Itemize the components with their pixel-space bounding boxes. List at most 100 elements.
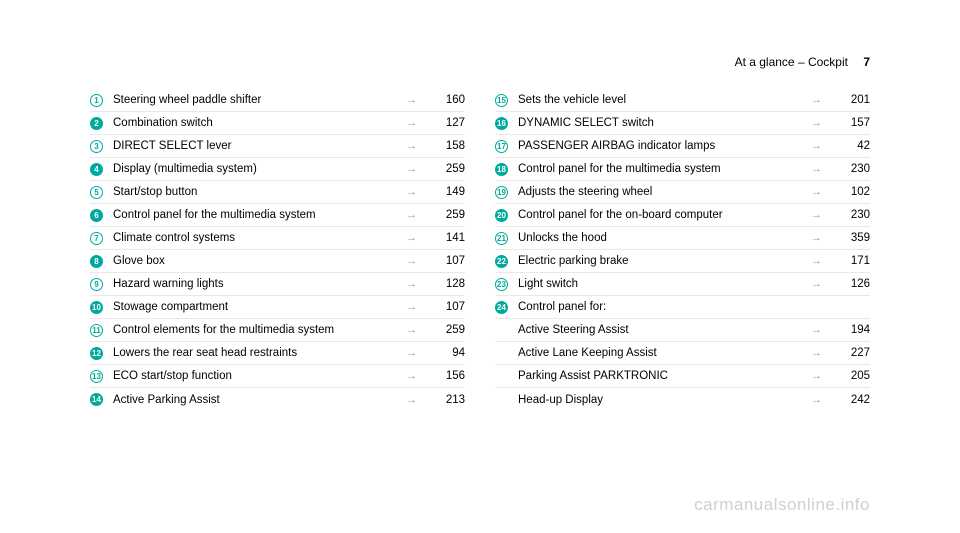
right-column: 15Sets the vehicle level→20116DYNAMIC SE… <box>495 89 870 411</box>
page-reference: 149 <box>435 186 465 198</box>
left-column: 1Steering wheel paddle shifter→1602Combi… <box>90 89 465 411</box>
index-row: 22Electric parking brake→171 <box>495 250 870 273</box>
arrow-icon: → <box>811 370 822 382</box>
index-row: 23Light switch→126 <box>495 273 870 296</box>
index-row: 15 Sets the vehicle level → 201 <box>495 89 870 112</box>
index-label: Glove box <box>113 255 398 267</box>
page-reference: 127 <box>435 117 465 129</box>
page-number: 7 <box>863 55 870 69</box>
page-reference: 102 <box>840 186 870 198</box>
index-row: 2Combination switch→127 <box>90 112 465 135</box>
index-bullet: 5 <box>90 186 103 199</box>
index-row: 6 Control panel for the multimedia system… <box>90 204 465 227</box>
arrow-icon: → <box>811 278 822 290</box>
index-row: 19Adjusts the steering wheel→102 <box>495 181 870 204</box>
arrow-icon: → <box>406 370 417 382</box>
arrow-icon: → <box>406 255 417 267</box>
index-label: Control panel for: <box>518 301 803 313</box>
index-bullet: 8 <box>90 255 103 268</box>
arrow-icon: → <box>406 163 417 175</box>
index-label: Parking Assist PARKTRONIC <box>518 370 803 382</box>
page-reference: 94 <box>435 347 465 359</box>
index-bullet: 15 <box>495 94 508 107</box>
index-row: 3DIRECT SELECT lever→158 <box>90 135 465 158</box>
page-container: At a glance – Cockpit 7 1Steering wheel … <box>0 0 960 533</box>
arrow-icon: → <box>811 163 822 175</box>
index-bullet: 14 <box>90 393 103 406</box>
index-bullet: 23 <box>495 278 508 291</box>
index-row: 17PASSENGER AIRBAG indicator lamps→42 <box>495 135 870 158</box>
index-row: Active Lane Keeping Assist→227 <box>495 342 870 365</box>
arrow-icon: → <box>406 394 417 406</box>
index-label: Unlocks the hood <box>518 232 803 244</box>
page-reference: 128 <box>435 278 465 290</box>
arrow-icon: → <box>406 209 417 221</box>
index-bullet: 6 <box>90 209 103 222</box>
page-reference: 194 <box>840 324 870 336</box>
index-row: 12Lowers the rear seat head restraints→9… <box>90 342 465 365</box>
index-row: 14Active Parking Assist→213 <box>90 388 465 411</box>
page-reference: 201 <box>840 94 870 106</box>
page-reference: 157 <box>840 117 870 129</box>
index-label: Stowage compartment <box>113 301 398 313</box>
index-label: Lowers the rear seat head restraints <box>113 347 398 359</box>
page-reference: 126 <box>840 278 870 290</box>
page-reference: 227 <box>840 347 870 359</box>
arrow-icon: → <box>811 255 822 267</box>
arrow-icon: → <box>406 301 417 313</box>
content-columns: 1Steering wheel paddle shifter→1602Combi… <box>90 89 870 411</box>
index-label: Start/stop button <box>113 186 398 198</box>
index-bullet: 10 <box>90 301 103 314</box>
index-label: DIRECT SELECT lever <box>113 140 398 152</box>
index-row: 21Unlocks the hood→359 <box>495 227 870 250</box>
page-reference: 160 <box>435 94 465 106</box>
index-bullet: 13 <box>90 370 103 383</box>
index-label: Control panel for the multimedia system <box>113 209 398 221</box>
index-label: Steering wheel paddle shifter <box>113 94 398 106</box>
arrow-icon: → <box>811 140 822 152</box>
index-bullet: 17 <box>495 140 508 153</box>
index-row: 9Hazard warning lights→128 <box>90 273 465 296</box>
page-reference: 230 <box>840 163 870 175</box>
index-bullet: 3 <box>90 140 103 153</box>
index-label: Display (multimedia system) <box>113 163 398 175</box>
arrow-icon: → <box>406 94 417 106</box>
arrow-icon: → <box>406 324 417 336</box>
arrow-icon: → <box>811 394 822 406</box>
page-reference: 107 <box>435 255 465 267</box>
index-bullet: 21 <box>495 232 508 245</box>
index-bullet: 12 <box>90 347 103 360</box>
arrow-icon: → <box>811 186 822 198</box>
arrow-icon: → <box>811 209 822 221</box>
index-label: ECO start/stop function <box>113 370 398 382</box>
index-label: Hazard warning lights <box>113 278 398 290</box>
index-bullet: 4 <box>90 163 103 176</box>
page-reference: 171 <box>840 255 870 267</box>
index-bullet: 19 <box>495 186 508 199</box>
arrow-icon: → <box>811 117 822 129</box>
index-row: 18Control panel for the multimedia syste… <box>495 158 870 181</box>
index-label: Active Parking Assist <box>113 394 398 406</box>
index-label: Control elements for the multimedia syst… <box>113 324 398 336</box>
arrow-icon: → <box>811 324 822 336</box>
index-label: Sets the vehicle level <box>518 94 803 106</box>
index-row: 20Control panel for the on-board compute… <box>495 204 870 227</box>
index-row: 7Climate control systems→141 <box>90 227 465 250</box>
index-row: Head-up Display→242 <box>495 388 870 411</box>
index-label: PASSENGER AIRBAG indicator lamps <box>518 140 803 152</box>
index-bullet: 2 <box>90 117 103 130</box>
page-reference: 259 <box>435 324 465 336</box>
index-label: Control panel for the on-board computer <box>518 209 803 221</box>
arrow-icon: → <box>406 117 417 129</box>
index-bullet: 24 <box>495 301 508 314</box>
arrow-icon: → <box>406 232 417 244</box>
arrow-icon: → <box>406 278 417 290</box>
index-row: Active Steering Assist→194 <box>495 319 870 342</box>
page-reference: 259 <box>435 163 465 175</box>
index-bullet: 18 <box>495 163 508 176</box>
index-bullet: 22 <box>495 255 508 268</box>
index-row: 5Start/stop button→149 <box>90 181 465 204</box>
watermark-text: carmanualsonline.info <box>694 495 870 515</box>
index-label: Climate control systems <box>113 232 398 244</box>
arrow-icon: → <box>811 94 822 106</box>
